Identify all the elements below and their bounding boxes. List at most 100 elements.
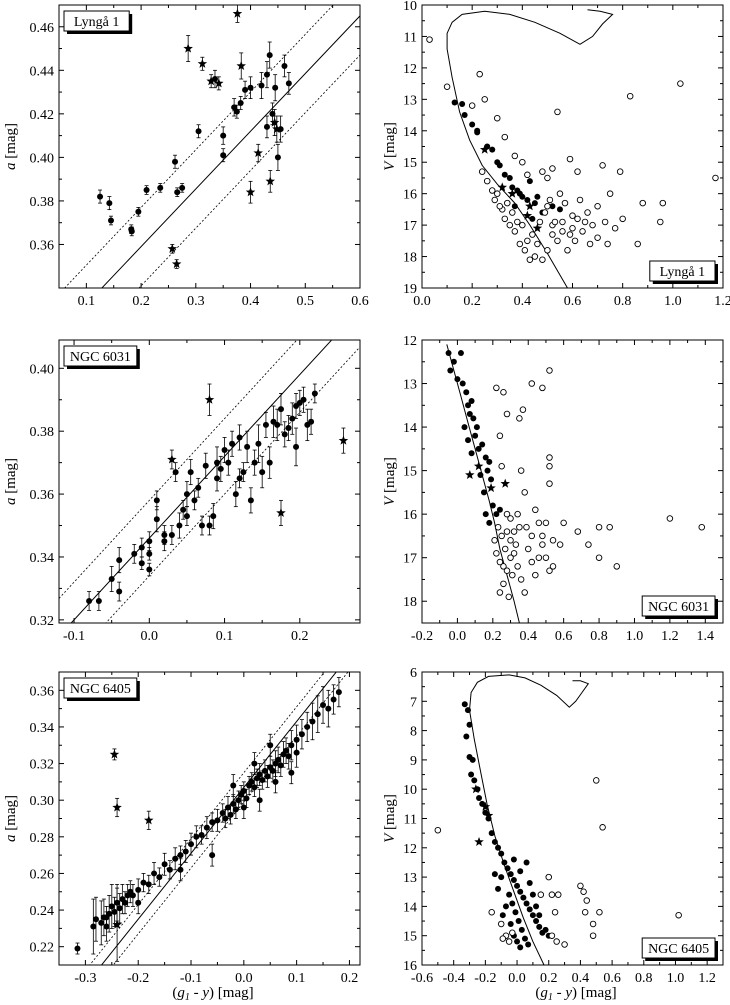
data-point-filled — [244, 443, 251, 450]
x-tick-label: -0.2 — [127, 971, 149, 986]
data-point-open — [542, 554, 550, 561]
x-tick-label: 0.1 — [78, 294, 96, 309]
y-tick-label: 0.28 — [30, 831, 55, 846]
data-point-open — [500, 580, 507, 588]
data-point-filled — [236, 475, 243, 482]
data-point-filled — [330, 696, 337, 703]
data-point-filled — [496, 506, 503, 513]
data-point-filled — [182, 848, 189, 855]
data-point-filled — [281, 62, 288, 69]
x-tick-label: 0.2 — [132, 294, 150, 309]
data-point-filled — [191, 497, 198, 504]
data-point-open — [521, 489, 528, 496]
y-tick-label: 0.36 — [30, 488, 55, 503]
data-point-filled — [325, 705, 332, 712]
data-point-star — [522, 210, 533, 220]
data-point-star — [479, 144, 490, 154]
data-point-open — [666, 515, 674, 522]
x-tick-label: 0.2 — [463, 294, 481, 309]
data-point-filled — [498, 850, 505, 857]
data-point-filled — [198, 522, 205, 529]
data-point-open — [594, 202, 601, 210]
data-point-open — [531, 253, 539, 260]
data-point-filled — [255, 440, 262, 447]
data-point-open — [507, 554, 514, 561]
y-tick-label: 10 — [403, 783, 417, 798]
data-point-open — [536, 218, 544, 226]
plot-frame — [421, 671, 724, 966]
data-point-filled — [153, 516, 160, 523]
data-point-filled — [523, 900, 530, 907]
data-point-filled — [517, 944, 524, 951]
data-point-open — [523, 523, 530, 531]
data-point-filled — [209, 852, 216, 859]
data-point-filled — [489, 502, 496, 509]
data-point-filled — [116, 557, 123, 564]
y-tick-label: 0.38 — [30, 425, 55, 440]
y-tick-label: 0.38 — [30, 195, 55, 210]
data-point-filled — [229, 440, 236, 447]
data-point-open — [539, 168, 546, 175]
data-point-open — [657, 218, 664, 226]
data-point-filled — [220, 132, 227, 139]
data-point-open — [561, 199, 569, 207]
data-point-filled — [484, 467, 491, 474]
data-point-filled — [128, 226, 135, 233]
y-tick-label: 0.36 — [30, 238, 55, 253]
data-point-filled — [447, 367, 454, 374]
data-point-open — [601, 218, 609, 226]
data-point-filled — [479, 441, 486, 448]
data-point-filled — [86, 597, 93, 604]
data-point-filled — [262, 421, 269, 428]
data-point-star — [507, 188, 518, 198]
data-point-open — [517, 576, 525, 583]
data-point-filled — [206, 522, 213, 529]
data-point-filled — [459, 380, 466, 387]
x-tick-label: -0.2 — [474, 971, 496, 986]
data-point-open — [535, 554, 543, 561]
data-point-open — [579, 228, 586, 235]
data-point-open — [595, 554, 603, 561]
data-point-star — [204, 394, 215, 404]
data-point-filled — [526, 879, 533, 886]
data-point-filled — [293, 749, 300, 756]
data-point-filled — [536, 912, 543, 919]
data-point-filled — [466, 721, 473, 728]
data-point-filled — [514, 882, 521, 889]
x-tick-label: 0.6 — [351, 294, 369, 309]
upper-band-line — [59, 340, 298, 599]
data-point-open — [478, 168, 486, 175]
data-point-filled — [526, 178, 533, 185]
data-point-filled — [272, 778, 279, 785]
data-point-filled — [247, 497, 254, 504]
data-point-filled — [498, 874, 505, 881]
data-point-open — [554, 237, 561, 245]
data-point-filled — [468, 397, 475, 404]
y-tick-label: 11 — [404, 813, 417, 828]
data-point-open — [498, 463, 505, 470]
data-point-filled — [145, 881, 152, 888]
data-point-filled — [256, 797, 263, 804]
y-tick-label: 14 — [403, 900, 417, 915]
data-point-filled — [258, 82, 265, 89]
data-point-filled — [272, 84, 279, 91]
data-point-filled — [274, 154, 281, 161]
y-tick-label: 16 — [403, 959, 417, 974]
y-tick-label: 19 — [403, 282, 417, 297]
data-point-open — [569, 212, 576, 219]
data-point-open — [712, 174, 719, 182]
data-point-open — [566, 231, 574, 238]
data-point-open — [493, 384, 500, 392]
x-tick-label: 1.0 — [626, 629, 644, 644]
data-point-open — [516, 415, 523, 422]
data-point-filled — [468, 450, 475, 457]
data-point-open — [507, 515, 514, 522]
data-point-open — [434, 826, 442, 834]
data-point-open — [506, 221, 514, 229]
y-tick-label: 18 — [403, 251, 417, 266]
x-tick-label: 0.4 — [242, 294, 260, 309]
data-point-filled — [517, 868, 524, 875]
data-point-open — [548, 932, 556, 939]
data-point-open — [501, 133, 509, 141]
data-point-filled — [466, 411, 473, 418]
